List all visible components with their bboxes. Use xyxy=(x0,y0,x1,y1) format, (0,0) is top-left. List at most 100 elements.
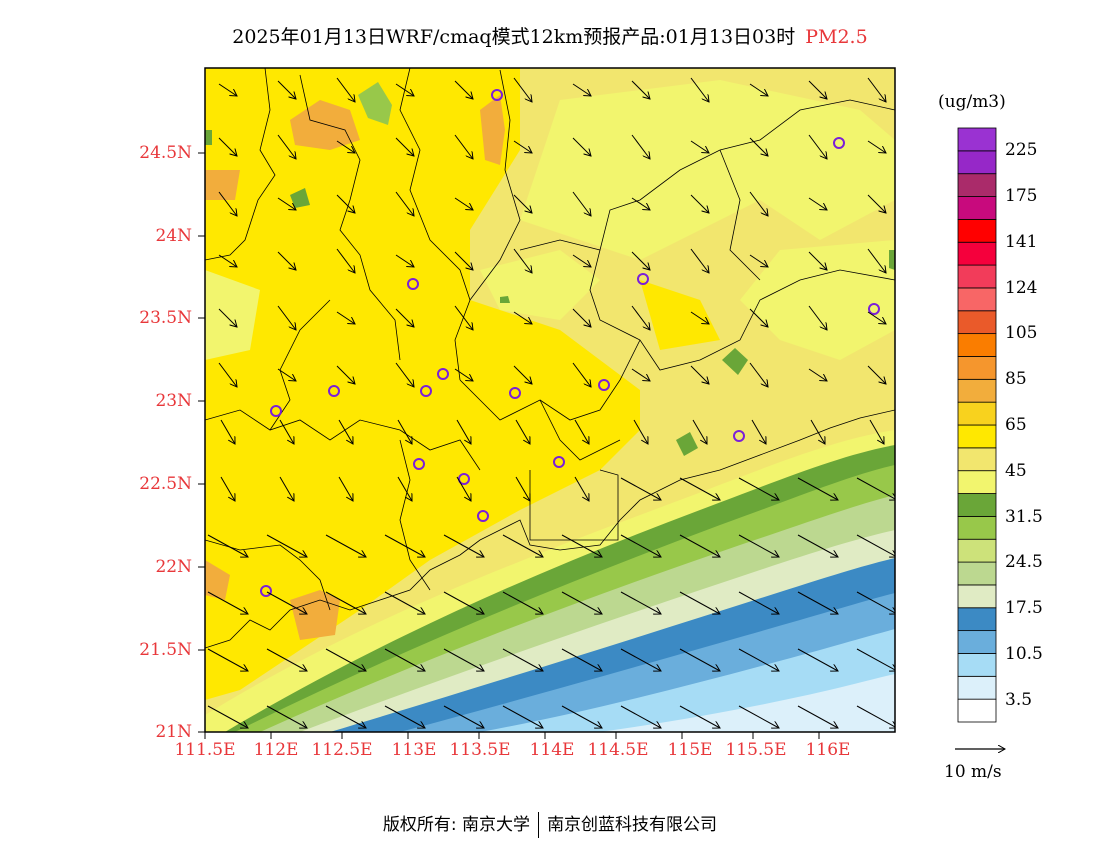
wind-arrow xyxy=(808,134,827,159)
wind-arrow xyxy=(454,197,473,210)
wind-arrow xyxy=(574,419,589,444)
wind-arrow xyxy=(218,254,237,267)
lat-label-24: 24N xyxy=(155,226,192,246)
colorbar xyxy=(957,127,997,723)
colorbar-swatch xyxy=(957,310,997,335)
wind-arrow xyxy=(572,362,591,387)
wind-arrow xyxy=(266,534,307,557)
wind-arrow xyxy=(277,305,296,330)
wind-arrow xyxy=(797,591,838,614)
wind-arrow xyxy=(338,476,353,501)
lat-label-22.5: 22.5N xyxy=(139,474,192,494)
wind-arrow xyxy=(572,83,591,96)
wind-arrow xyxy=(218,83,237,96)
wind-arrow xyxy=(502,591,543,614)
wind-arrow xyxy=(395,308,414,327)
colorbar-swatch xyxy=(957,401,997,426)
wind-arrow xyxy=(738,648,779,671)
wind-arrow xyxy=(690,140,709,153)
wind-arrow xyxy=(856,534,895,557)
colorbar-swatch xyxy=(957,675,997,700)
wind-arrow xyxy=(513,248,532,273)
lat-label-23: 23N xyxy=(155,391,192,411)
title-main: 2025年01月13日WRF/cmaq模式12km预报产品:01月13日03时 xyxy=(232,26,796,48)
wind-arrow xyxy=(443,705,484,728)
wind-arrow xyxy=(456,419,471,444)
wind-arrow xyxy=(395,191,414,216)
colorbar-swatch xyxy=(957,378,997,403)
colorbar-swatch xyxy=(957,264,997,289)
wind-arrow xyxy=(751,419,766,444)
wind-arrow xyxy=(620,477,661,500)
wind-arrow xyxy=(738,705,779,728)
wind-arrow xyxy=(218,191,237,216)
wind-arrow xyxy=(513,140,532,153)
wind-arrow xyxy=(266,648,307,671)
wind-arrow xyxy=(336,311,355,324)
wind-arrow xyxy=(561,705,602,728)
wind-arrow xyxy=(749,308,768,327)
wind-arrow xyxy=(692,419,707,444)
wind-arrow xyxy=(454,134,473,159)
colorbar-swatch xyxy=(957,630,997,654)
wind-arrow xyxy=(749,254,768,267)
colorbar-label: 65 xyxy=(1005,415,1027,435)
wind-arrow xyxy=(277,197,296,210)
wind-arrow xyxy=(867,311,886,324)
wind-arrow xyxy=(690,248,709,273)
wind-arrow xyxy=(620,705,661,728)
boundary-lines xyxy=(205,68,895,649)
wind-arrow xyxy=(867,77,886,102)
wind-arrow xyxy=(808,251,827,270)
wind-arrow xyxy=(207,705,248,728)
wind-arrow xyxy=(679,648,720,671)
colorbar-label: 105 xyxy=(1005,323,1038,343)
colorbar-swatch xyxy=(957,150,997,175)
wind-arrow xyxy=(279,419,294,444)
colorbar-swatch xyxy=(957,607,997,632)
wind-arrow xyxy=(513,77,532,102)
wind-arrow xyxy=(867,140,886,153)
lat-label-23.5: 23.5N xyxy=(139,308,192,328)
colorbar-swatch xyxy=(957,538,997,563)
wind-arrow xyxy=(572,137,591,156)
colorbar-swatch xyxy=(957,470,997,494)
wind-arrow xyxy=(443,648,484,671)
wind-arrow xyxy=(384,534,425,557)
lon-label-113: 113E xyxy=(391,740,437,760)
wind-arrow xyxy=(620,534,661,557)
wind-arrow xyxy=(513,194,532,213)
wind-arrow xyxy=(620,591,661,614)
wind-arrow xyxy=(869,419,884,444)
wind-arrow xyxy=(808,80,827,99)
wind-arrow xyxy=(690,365,709,384)
map-title: 2025年01月13日WRF/cmaq模式12km预报产品:01月13日03时 P… xyxy=(0,22,1100,49)
colorbar-label: 124 xyxy=(1005,278,1038,298)
wind-arrow xyxy=(336,248,355,273)
wind-arrow xyxy=(856,648,895,671)
wind-arrow xyxy=(266,591,307,614)
colorbar-label: 10.5 xyxy=(1005,644,1043,664)
lat-label-22: 22N xyxy=(155,557,192,577)
wind-arrow xyxy=(738,591,779,614)
colorbar-swatch xyxy=(957,698,997,723)
map-frame xyxy=(204,67,896,733)
colorbar-swatch xyxy=(957,424,997,449)
wind-arrow xyxy=(808,305,827,330)
wind-arrow xyxy=(690,311,709,324)
colorbar-swatch xyxy=(957,196,997,220)
wind-arrow xyxy=(220,419,235,444)
city-markers xyxy=(260,89,880,597)
colorbar-swatch xyxy=(957,561,997,586)
wind-arrow xyxy=(218,308,237,327)
wind-arrow xyxy=(749,137,768,156)
wind-arrow xyxy=(749,191,768,216)
wind-arrow xyxy=(220,476,235,501)
wind-arrow xyxy=(561,591,602,614)
wind-arrow xyxy=(856,477,895,500)
wind-arrow xyxy=(277,134,296,159)
colorbar-swatch xyxy=(957,584,997,609)
wind-arrow xyxy=(395,137,414,156)
wind-arrow xyxy=(797,477,838,500)
